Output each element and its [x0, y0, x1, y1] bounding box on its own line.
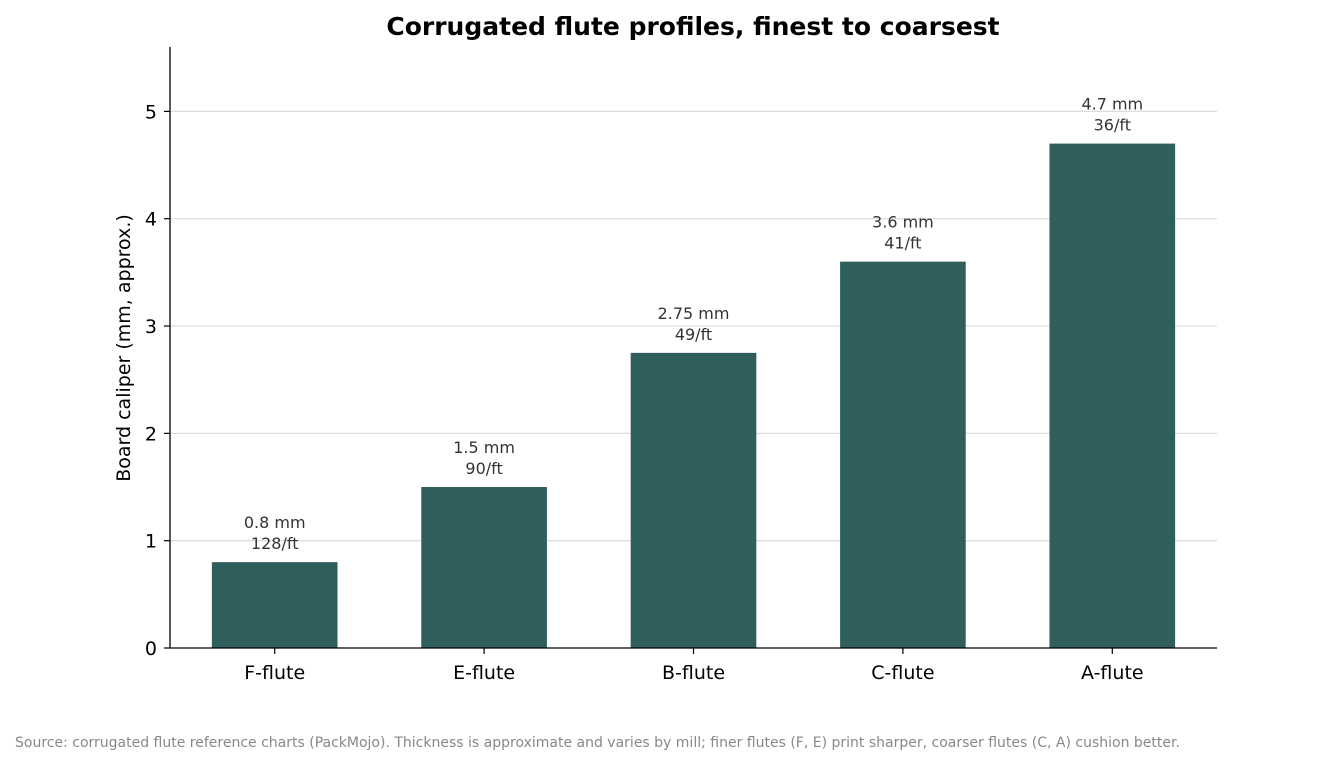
y-tick-label: 4	[145, 209, 157, 231]
grid-layer	[170, 110, 1217, 542]
data-label-value: 4.7 mm	[1081, 95, 1143, 114]
y-tick-label: 3	[145, 316, 157, 338]
data-label-count: 128/ft	[251, 534, 299, 553]
source-note: Source: corrugated flute reference chart…	[15, 735, 1180, 751]
bar-a-flute	[1049, 143, 1176, 648]
x-tick-label: E-flute	[453, 662, 515, 684]
data-label-count: 41/ft	[884, 234, 921, 253]
data-label-value: 2.75 mm	[658, 304, 730, 323]
bar-c-flute	[840, 261, 966, 648]
data-label-value: 3.6 mm	[872, 213, 934, 232]
y-tick-label: 0	[145, 638, 157, 660]
x-tick-label: C-flute	[871, 662, 934, 684]
x-tick-label: F-flute	[244, 662, 305, 684]
data-label-value: 0.8 mm	[244, 513, 306, 532]
y-tick-label: 5	[145, 101, 157, 123]
y-axis-label: Board caliper (mm, approx.)	[113, 214, 135, 482]
x-tick-label: B-flute	[662, 662, 725, 684]
bar-e-flute	[421, 487, 547, 648]
data-label-count: 90/ft	[465, 459, 502, 478]
y-tick-label: 1	[145, 531, 157, 553]
data-label-count: 36/ft	[1094, 116, 1131, 135]
data-label-count: 49/ft	[675, 325, 712, 344]
x-tick-label: A-flute	[1081, 662, 1144, 684]
axes-layer: 0 1 2 3 4 5 F-flute E-flute B-flute C-flute A-flut…	[145, 47, 1217, 684]
y-tick-label: 2	[145, 423, 157, 445]
bars-layer: 0.8 mm 128/ft 1.5 mm 90/ft 2.75 mm 49/ft 3.6 m…	[211, 95, 1176, 648]
bar-b-flute	[630, 352, 757, 648]
chart-title: Corrugated flute profiles, finest to coa…	[386, 12, 999, 41]
data-label-value: 1.5 mm	[453, 438, 515, 457]
bar-f-flute	[211, 562, 338, 648]
